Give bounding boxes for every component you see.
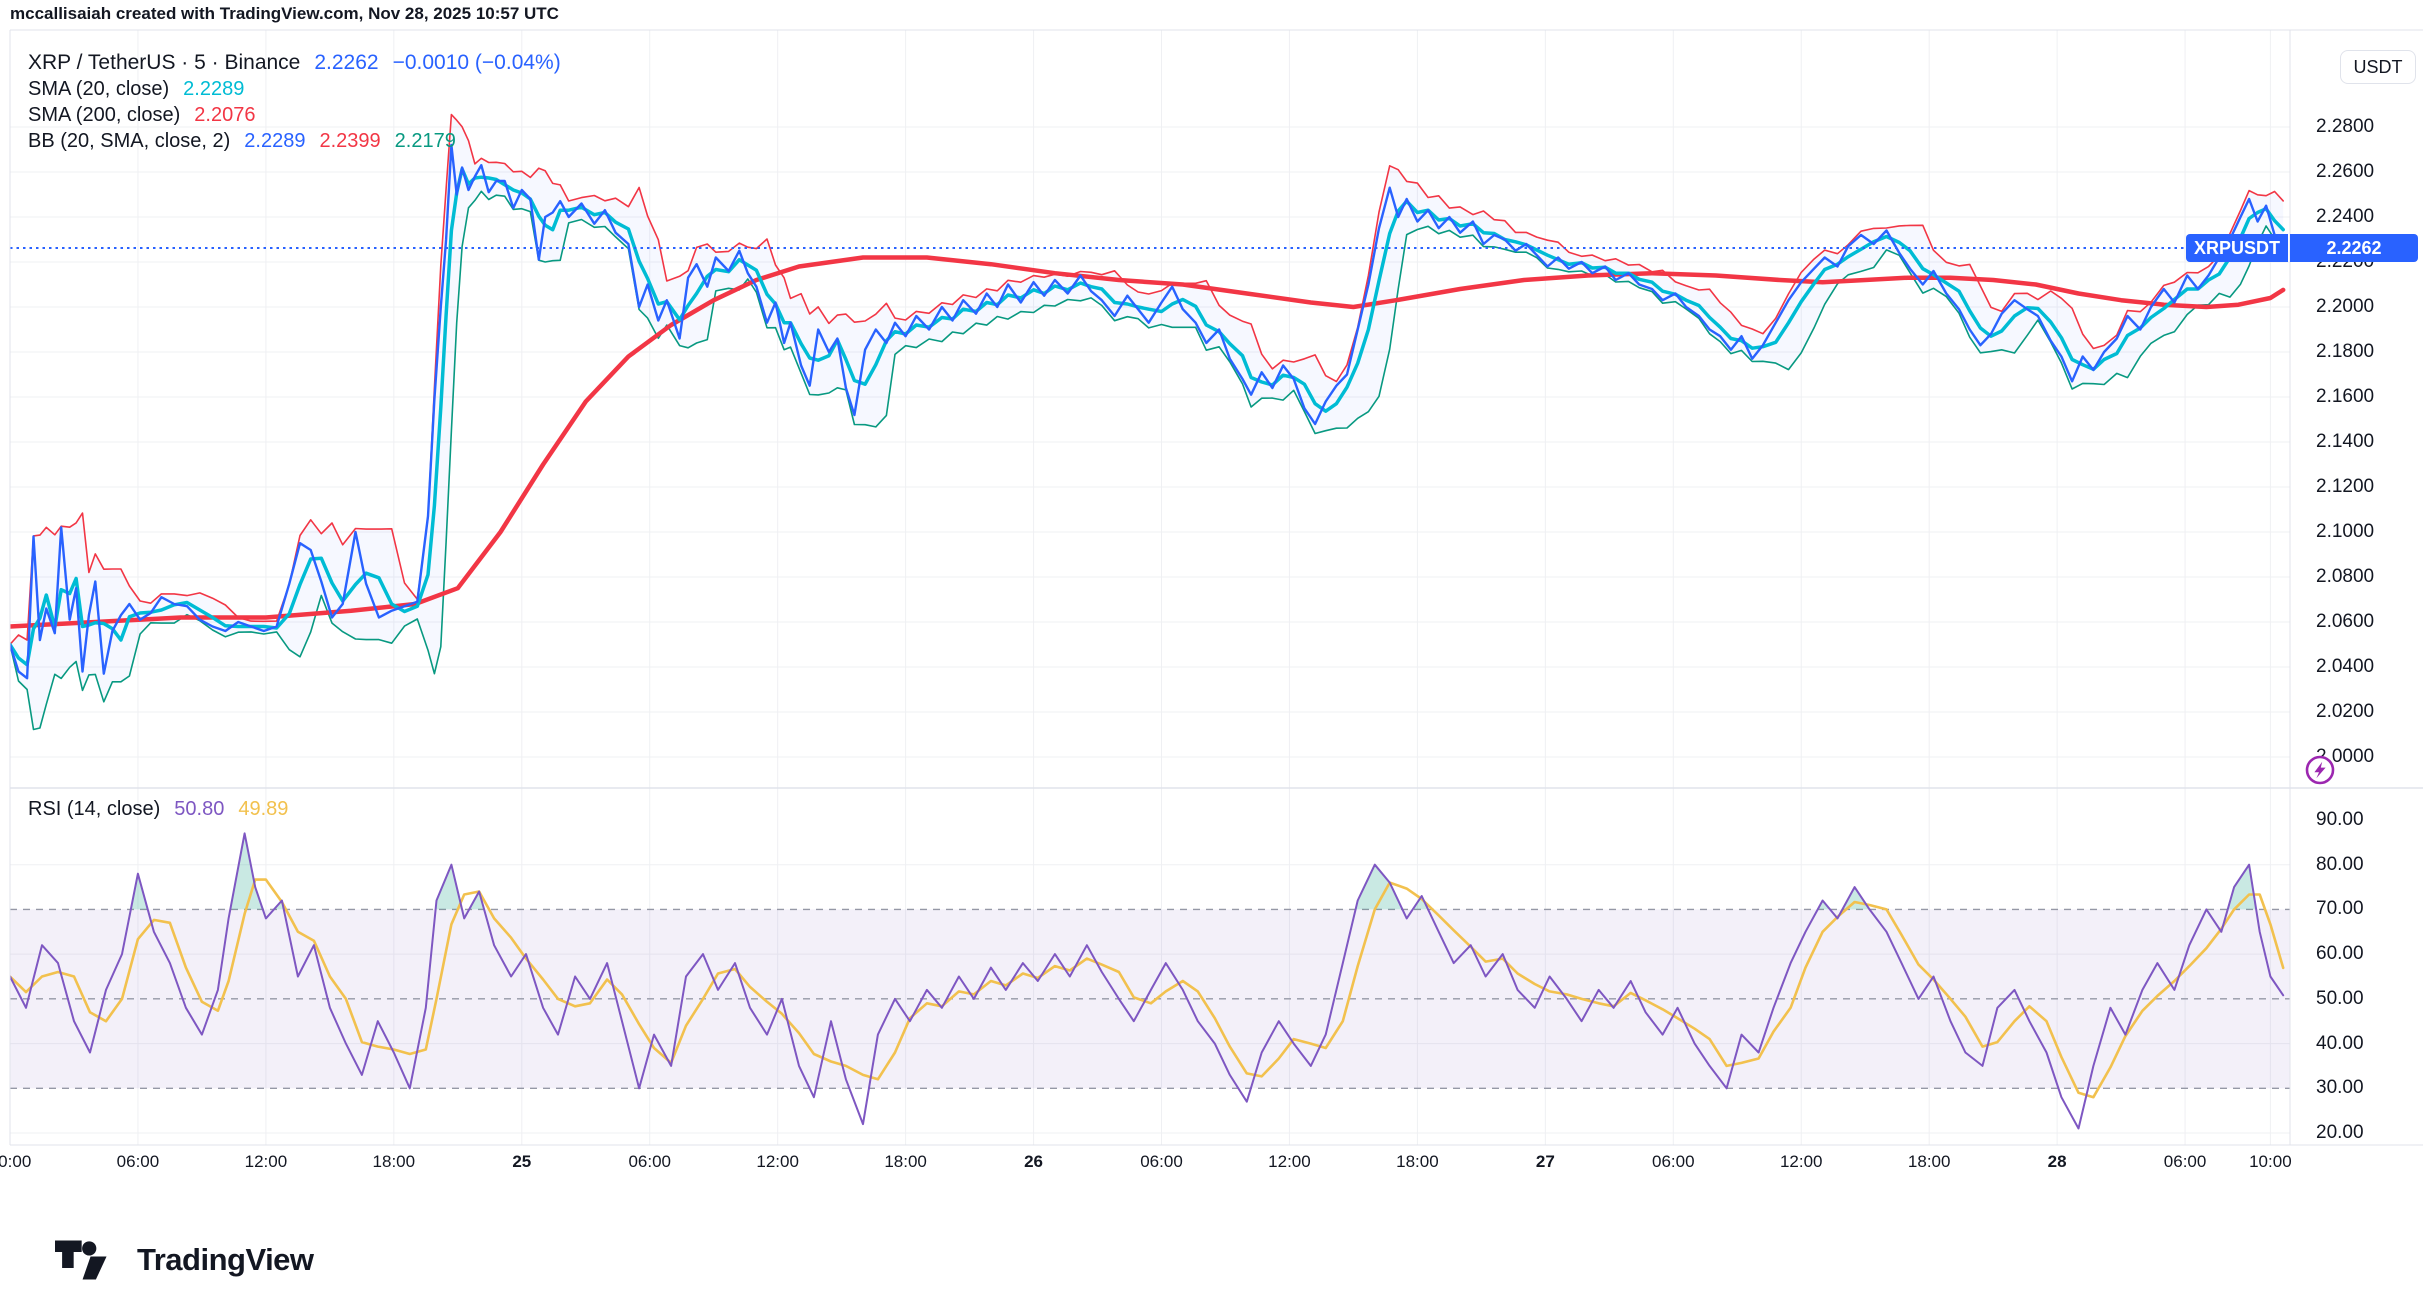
- sma20-line: [10, 167, 2285, 667]
- time-axis-label: 28: [2047, 1152, 2067, 1171]
- price-axis-label: 2.1800: [2316, 341, 2375, 362]
- sma20-legend-row[interactable]: SMA (20, close) 2.2289: [28, 76, 561, 102]
- price-axis-label: 2.2000: [2316, 296, 2375, 317]
- last-price-symbol-label: XRPUSDT: [2186, 234, 2288, 263]
- bb-upper-value: 2.2399: [319, 129, 381, 152]
- time-axis-label: 06:00: [1140, 1152, 1183, 1171]
- rsi-axis-label: 80.00: [2316, 853, 2364, 875]
- price-pane[interactable]: [10, 113, 2286, 731]
- time-axis-label: 26: [1024, 1152, 1044, 1171]
- bb-lower-value: 2.2179: [394, 129, 456, 152]
- rsi-pane-legend: RSI (14, close) 50.80 49.89: [28, 796, 288, 822]
- sma20-title: SMA (20, close): [28, 77, 170, 100]
- sma200-value: 2.2076: [194, 103, 256, 126]
- price-axis-label: 2.2400: [2316, 206, 2375, 227]
- last-price-value-label: 2.2262: [2290, 234, 2418, 263]
- time-axis-label: 06:00: [1652, 1152, 1695, 1171]
- rsi-axis-label: 20.00: [2316, 1121, 2364, 1143]
- rsi-legend-row[interactable]: RSI (14, close) 50.80 49.89: [28, 796, 288, 822]
- rsi-overbought-fill: [2227, 864, 2257, 910]
- price-axis-label: 2.0800: [2316, 566, 2375, 587]
- sma200-legend-row[interactable]: SMA (200, close) 2.2076: [28, 102, 561, 128]
- time-axis-label: 12:00: [756, 1152, 799, 1171]
- rsi-ma-line: [10, 878, 2285, 1099]
- bb-lower-line: [10, 190, 2284, 731]
- grid-lines: [10, 30, 2290, 1145]
- rsi-overbought-fill: [435, 864, 463, 910]
- symbol-legend-row[interactable]: XRP / TetherUS · 5 · Binance 2.2262 −0.0…: [28, 50, 561, 76]
- tradingview-logo-text: TradingView: [137, 1242, 314, 1277]
- rsi-line: [10, 832, 2285, 1130]
- rsi-ma-value: 49.89: [238, 797, 289, 820]
- price-line: [10, 143, 2285, 680]
- rsi-axis-label: 50.00: [2316, 987, 2364, 1009]
- tradingview-logo[interactable]: TradingView: [55, 1240, 314, 1280]
- rsi-axis-label: 30.00: [2316, 1077, 2364, 1099]
- time-axis-label: 12:00: [1268, 1152, 1311, 1171]
- last-price-badge: XRPUSDT 2.2262: [2186, 234, 2418, 263]
- rsi-axis-label: 40.00: [2316, 1032, 2364, 1054]
- symbol-change: −0.0010 (−0.04%): [392, 51, 561, 74]
- rsi-overbought-fill: [230, 833, 263, 910]
- rsi-overbought-fill: [1412, 896, 1429, 910]
- symbol-title: XRP / TetherUS · 5 · Binance: [28, 51, 301, 74]
- bb-legend-row[interactable]: BB (20, SMA, close, 2) 2.2289 2.2399 2.2…: [28, 128, 561, 154]
- pane-borders: [9, 29, 2423, 1146]
- price-axis-label: 2.0600: [2316, 611, 2375, 632]
- lightning-icon: [2305, 755, 2335, 785]
- price-axis-label: 2.1600: [2316, 386, 2375, 407]
- price-pane-legend: XRP / TetherUS · 5 · Binance 2.2262 −0.0…: [28, 50, 561, 154]
- rsi-title: RSI (14, close): [28, 797, 161, 820]
- tradingview-logo-icon: [55, 1240, 107, 1280]
- time-axis-label: 06:00: [2163, 1152, 2207, 1171]
- bb-title: BB (20, SMA, close, 2): [28, 129, 231, 152]
- sma200-title: SMA (200, close): [28, 103, 181, 126]
- price-axis-label: 2.1400: [2316, 431, 2375, 452]
- rsi-overbought-fill: [1355, 864, 1403, 910]
- time-axis-label: 25: [512, 1152, 532, 1171]
- price-axis-label: 2.1000: [2316, 521, 2375, 542]
- time-axis-label: 06:00: [628, 1152, 671, 1171]
- time-axis-label: 18:00: [884, 1152, 927, 1171]
- time-axis-label: 12:00: [1779, 1152, 1823, 1171]
- attribution-text: mccallisaiah created with TradingView.co…: [10, 4, 559, 23]
- sma200-line: [10, 255, 2286, 629]
- rsi-value: 50.80: [174, 797, 225, 820]
- bb-basis-value: 2.2289: [244, 129, 306, 152]
- price-axis-label: 2.2800: [2316, 116, 2375, 137]
- time-axis-label: 18:00: [1907, 1152, 1951, 1171]
- time-axis-label: 10:00: [2249, 1152, 2292, 1171]
- price-axis-label: 2.0400: [2316, 656, 2375, 677]
- instant-trading-button[interactable]: [2303, 753, 2337, 787]
- time-axis-label: 18:00: [1396, 1152, 1439, 1171]
- price-axis-label: 2.0200: [2316, 701, 2375, 722]
- price-axis-label: 2.1200: [2316, 476, 2375, 497]
- time-axis-label: 12:00: [244, 1152, 288, 1171]
- sma20-value: 2.2289: [183, 77, 245, 100]
- time-axis-label: 00:00: [0, 1152, 32, 1171]
- time-axis-label: 18:00: [372, 1152, 416, 1171]
- symbol-last-price: 2.2262: [314, 51, 379, 74]
- rsi-axis-label: 90.00: [2316, 809, 2364, 830]
- time-axis-label: 06:00: [116, 1152, 160, 1171]
- rsi-pane[interactable]: [10, 832, 2290, 1130]
- price-axis-label: 2.2600: [2316, 161, 2375, 182]
- rsi-axis-label: 70.00: [2316, 898, 2364, 920]
- time-axis-label: 27: [1535, 1152, 1555, 1171]
- currency-unit-label: USDT: [2353, 56, 2403, 77]
- rsi-overbought-fill: [469, 891, 485, 910]
- rsi-overbought-fill: [130, 873, 148, 910]
- rsi-axis-label: 60.00: [2316, 943, 2364, 965]
- currency-unit-button[interactable]: USDT: [2340, 50, 2416, 84]
